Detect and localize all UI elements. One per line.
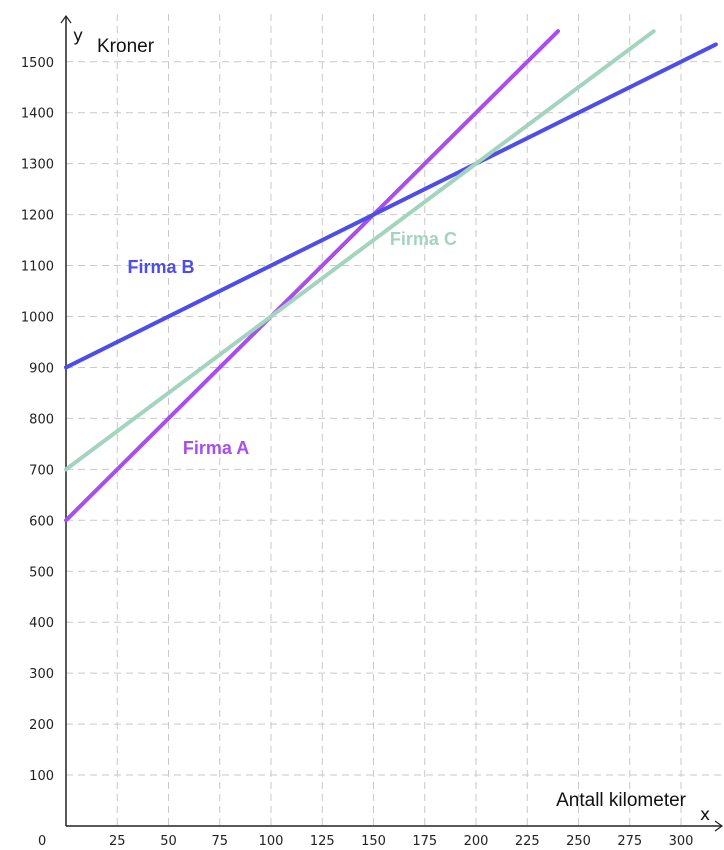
x-tick-label: 275	[617, 834, 642, 849]
y-tick-label: 300	[29, 667, 54, 682]
origin-label: 0	[38, 834, 46, 849]
y-axis-arrow-icon	[60, 14, 72, 24]
y-tick-label: 600	[29, 514, 54, 529]
series-line-firma-c	[64, 29, 656, 472]
series-labels: Firma A Firma B Firma C	[128, 229, 457, 458]
y-tick-label: 1500	[21, 56, 54, 71]
y-axis-letter: y	[73, 26, 83, 46]
y-axis-label: Kroner	[97, 36, 155, 57]
x-tick-label: 175	[412, 834, 437, 849]
y-tick-label: 500	[29, 565, 54, 580]
series-label-firma-c: Firma C	[390, 229, 457, 249]
x-tick-label: 225	[515, 834, 540, 849]
series-line-firma-a	[64, 29, 560, 523]
x-tick-label: 50	[160, 834, 177, 849]
y-tick-label: 1300	[21, 158, 54, 173]
x-axis-arrow-icon	[714, 820, 724, 832]
x-tick-label: 125	[310, 834, 335, 849]
y-tick-label: 1000	[21, 311, 54, 326]
x-tick-label: 150	[361, 834, 386, 849]
y-tick-label: 1400	[21, 107, 54, 122]
x-tick-label: 75	[211, 834, 228, 849]
y-tick-label: 800	[29, 412, 54, 427]
x-tick-label: 100	[259, 834, 284, 849]
axes	[60, 14, 724, 832]
tick-labels: 25 50 75 100 125 150 175 200 225 250 275 300 100 200 3…	[21, 56, 694, 849]
x-axis-label: Antall kilometer	[556, 790, 687, 811]
x-tick-label: 200	[464, 834, 489, 849]
series-lines	[64, 29, 718, 523]
series-label-firma-a: Firma A	[183, 438, 249, 458]
series-line-firma-b	[64, 42, 718, 370]
y-tick-label: 100	[29, 769, 54, 784]
y-tick-label: 200	[29, 718, 54, 733]
x-tick-label: 250	[566, 834, 591, 849]
y-tick-label: 400	[29, 616, 54, 631]
y-tick-label: 1200	[21, 209, 54, 224]
grid	[66, 14, 724, 826]
x-axis-letter: x	[700, 805, 710, 825]
y-tick-label: 1100	[21, 260, 54, 275]
x-tick-label: 25	[109, 834, 126, 849]
series-label-firma-b: Firma B	[128, 257, 195, 277]
y-tick-label: 900	[29, 361, 54, 376]
x-tick-label: 300	[669, 834, 694, 849]
y-tick-label: 700	[29, 463, 54, 478]
